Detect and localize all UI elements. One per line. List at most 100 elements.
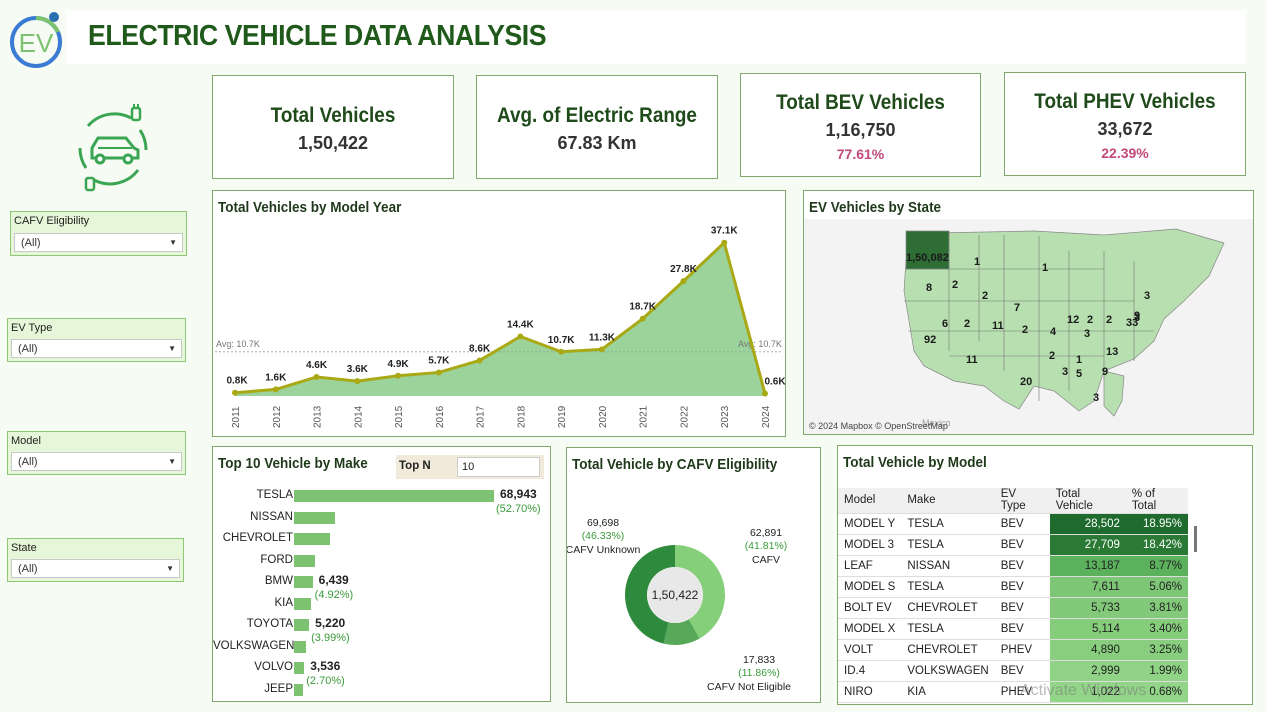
table-row[interactable]: MODEL 3 TESLA BEV 27,709 18.42% xyxy=(838,534,1188,556)
top-n-input[interactable]: 10 xyxy=(457,457,540,477)
table-cell: 8.77% xyxy=(1125,555,1188,577)
table-cell: KIA xyxy=(901,681,995,703)
make-bar[interactable] xyxy=(294,576,313,588)
filter-state: State (All) ▼ xyxy=(7,538,184,582)
kpi-label: Total Vehicles xyxy=(270,104,396,127)
x-tick-label: 2024 xyxy=(761,405,772,428)
table-cell: 7,611 xyxy=(1049,576,1126,598)
segment-value: 17,833 xyxy=(743,654,775,666)
table-row[interactable]: ID.4 VOLKSWAGEN BEV 2,999 1.99% xyxy=(838,660,1188,682)
make-value-label: 68,943 xyxy=(500,487,537,501)
donut-slice[interactable] xyxy=(675,545,725,639)
state-value-label: 11 xyxy=(966,354,978,366)
x-tick-label: 2015 xyxy=(394,405,405,428)
table-cell: 18.42% xyxy=(1125,534,1188,556)
make-bar[interactable] xyxy=(294,683,303,696)
filter-label: State xyxy=(11,542,37,554)
table-cell: 0.68% xyxy=(1125,681,1188,703)
state-value-label: 6 xyxy=(942,318,948,330)
ev-car-icon xyxy=(78,104,148,192)
table-column-header[interactable]: Make xyxy=(901,488,995,514)
table-row[interactable]: VOLT CHEVROLET PHEV 4,890 3.25% xyxy=(838,639,1188,661)
ev-type-select[interactable]: (All) ▼ xyxy=(11,339,182,358)
data-label: 3.6K xyxy=(347,364,369,375)
area-fill xyxy=(235,242,765,396)
series-line xyxy=(234,239,767,395)
kpi-avg-range: Avg. of Electric Range 67.83 Km xyxy=(476,75,718,179)
state-value-label: 12 xyxy=(1067,314,1079,326)
table-cell: PHEV xyxy=(994,639,1050,661)
make-label: FORD xyxy=(260,553,293,566)
filter-cafv-eligibility: CAFV Eligibility (All) ▼ xyxy=(10,211,187,256)
donut-slice[interactable] xyxy=(625,545,675,644)
make-bar[interactable] xyxy=(294,490,494,502)
state-select[interactable]: (All) ▼ xyxy=(11,559,180,578)
table-cell: BEV xyxy=(994,555,1050,577)
x-tick-label: 2020 xyxy=(598,405,609,428)
table-cell: TESLA xyxy=(901,513,995,535)
x-tick-label: 2023 xyxy=(720,405,731,428)
table-row[interactable]: BOLT EV CHEVROLET BEV 5,733 3.81% xyxy=(838,597,1188,619)
state-value-label: 2 xyxy=(964,318,970,330)
table-cell: BEV xyxy=(994,660,1050,682)
model-year-area-chart: Avg: 10.7K Avg: 10.7K 0.8K 2011 1.6K 2012 4.6K… xyxy=(215,226,785,428)
cafv-eligibility-select[interactable]: (All) ▼ xyxy=(14,233,183,252)
make-bar[interactable] xyxy=(294,597,311,610)
data-label: 0.8K xyxy=(226,376,248,387)
avg-label-left: Avg: 10.7K xyxy=(216,339,260,349)
table-cell: 13,187 xyxy=(1049,555,1126,577)
segment-name: CAFV Unknown xyxy=(567,544,641,556)
kpi-percent: 22.39% xyxy=(1101,145,1149,161)
table-column-header[interactable]: EV Type xyxy=(994,488,1050,514)
table-cell: MODEL X xyxy=(838,618,902,640)
state-value-label: 1 xyxy=(1076,354,1082,366)
top-make-card: Top 10 Vehicle by Make Top N 10 TESLA 68,… xyxy=(212,446,551,702)
table-row[interactable]: MODEL Y TESLA BEV 28,502 18.95% xyxy=(838,513,1188,535)
make-percent-label: (2.70%) xyxy=(306,675,345,687)
table-column-header[interactable]: % of Total xyxy=(1125,488,1188,514)
make-bar[interactable] xyxy=(294,640,306,653)
model-select[interactable]: (All) ▼ xyxy=(11,452,182,471)
table-cell: TESLA xyxy=(901,576,995,598)
table-cell: CHEVROLET xyxy=(901,639,995,661)
make-label: TOYOTA xyxy=(246,618,293,630)
make-bar[interactable] xyxy=(294,511,335,524)
state-value-label: 2 xyxy=(1049,350,1055,362)
data-point xyxy=(435,369,442,376)
cafv-donut-chart: 1,50,422 69,698(46.33%) CAFV Unknown 62,891… xyxy=(567,517,791,693)
table-column-header[interactable]: Model xyxy=(838,488,902,514)
table-row[interactable]: LEAF NISSAN BEV 13,187 8.77% xyxy=(838,555,1188,577)
table-cell: VOLKSWAGEN xyxy=(901,660,995,682)
segment-value: 62,891 xyxy=(750,527,782,539)
state-value-label: 33 xyxy=(1126,317,1138,329)
x-tick-label: 2017 xyxy=(476,405,487,428)
donut-slice[interactable] xyxy=(663,619,700,645)
make-bar[interactable] xyxy=(294,533,331,545)
make-bar[interactable] xyxy=(294,619,310,631)
make-bar[interactable] xyxy=(294,662,305,674)
table-row[interactable]: MODEL X TESLA BEV 5,114 3.40% xyxy=(838,618,1188,640)
table-row[interactable]: MODEL S TESLA BEV 7,611 5.06% xyxy=(838,576,1188,598)
state-value-label: 7 xyxy=(1014,302,1020,314)
x-tick-label: 2011 xyxy=(231,406,242,428)
state-value-label: 9 xyxy=(1102,366,1108,378)
data-point xyxy=(272,386,279,393)
data-point xyxy=(476,357,483,364)
state-value-label: 3 xyxy=(1144,290,1150,302)
data-label: 8.6K xyxy=(469,343,491,354)
table-row[interactable]: NIRO KIA PHEV 1,022 0.68% xyxy=(838,681,1188,703)
data-label: 5.7K xyxy=(428,355,450,366)
table-cell: NISSAN xyxy=(901,555,995,577)
table-column-header[interactable]: Total Vehicle xyxy=(1049,488,1126,514)
make-bar[interactable] xyxy=(294,554,316,567)
table-cell: 4,890 xyxy=(1049,639,1126,661)
data-point xyxy=(598,346,605,353)
kpi-total-phev: Total PHEV Vehicles 33,672 22.39% xyxy=(1004,72,1246,176)
data-label: 1.6K xyxy=(265,372,287,383)
table-cell: 5,114 xyxy=(1049,618,1126,640)
table-cell: MODEL 3 xyxy=(838,534,902,556)
make-label: TESLA xyxy=(256,489,293,501)
activate-windows-watermark: Activate Windows xyxy=(1020,682,1147,699)
table-scrollbar[interactable] xyxy=(1194,526,1197,552)
